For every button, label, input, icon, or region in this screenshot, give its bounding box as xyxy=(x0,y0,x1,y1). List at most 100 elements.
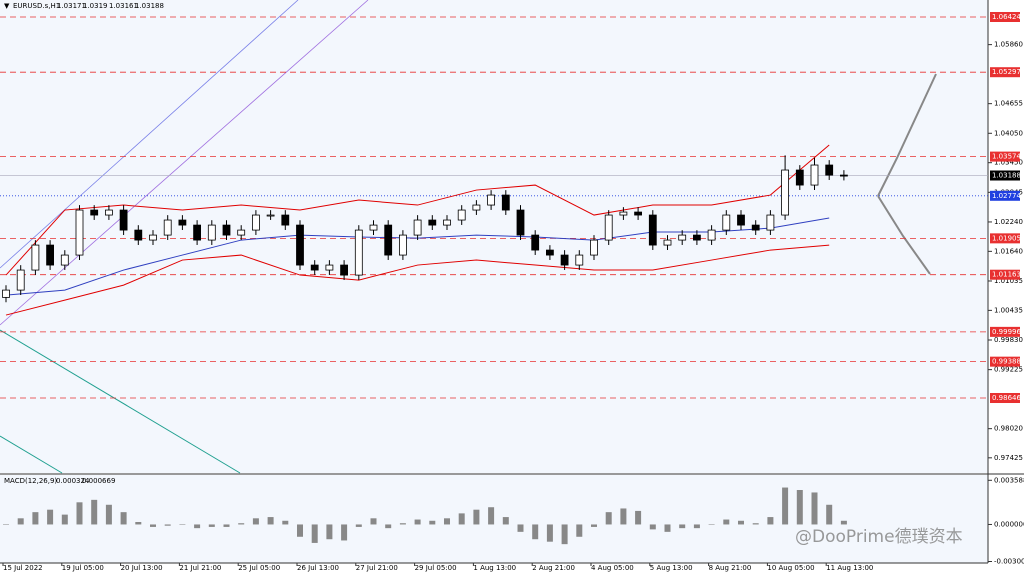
level-label: 1.05297 xyxy=(992,68,1021,76)
candle-body xyxy=(501,194,510,211)
pivot-label-box xyxy=(990,190,1020,201)
candle-body xyxy=(369,224,378,231)
candle-body xyxy=(163,219,172,236)
macd-bar xyxy=(179,524,186,525)
candle-body xyxy=(810,164,819,186)
macd-bar xyxy=(135,522,142,525)
macd-bar xyxy=(811,492,818,525)
macd-bar xyxy=(3,524,9,525)
x-tick-label: 20 Jul 13:00 xyxy=(121,564,163,572)
candle-body xyxy=(251,214,260,231)
macd-label: MACD(12,26,9) xyxy=(4,477,57,485)
macd-bar xyxy=(591,524,597,527)
main-panel xyxy=(0,0,988,473)
x-tick-label: 19 Jul 05:00 xyxy=(62,564,104,572)
y-tick-label: 0.97425 xyxy=(994,454,1023,462)
y-tick-label: 1.05860 xyxy=(994,41,1023,49)
x-tick-label: 15 Jul 2022 xyxy=(3,564,43,572)
x-tick-label: 27 Jul 21:00 xyxy=(356,564,398,572)
x-tick-label: 29 Jul 05:00 xyxy=(415,564,457,572)
candle-body xyxy=(207,224,216,241)
macd-bar xyxy=(635,510,642,525)
candle-body xyxy=(105,209,113,216)
macd-bar xyxy=(649,524,656,530)
candle-body xyxy=(149,234,157,241)
y-tick-label: 1.01640 xyxy=(994,247,1023,255)
trend-line xyxy=(0,329,241,474)
macd-bar xyxy=(252,518,259,525)
level-label-box xyxy=(990,11,1020,22)
macd-bar xyxy=(840,520,847,525)
candle-body xyxy=(766,214,775,231)
candle-body xyxy=(178,219,187,226)
level-label: 0.99996 xyxy=(992,328,1021,336)
candle-body xyxy=(722,214,731,231)
candle-body xyxy=(693,234,701,241)
macd-bar xyxy=(355,524,362,527)
candle-body xyxy=(781,169,789,216)
candle-body xyxy=(384,224,393,256)
candle-body xyxy=(119,209,128,231)
macd-signal: 0.000669 xyxy=(82,477,115,485)
candle-body xyxy=(325,264,334,271)
macd-bar xyxy=(723,519,730,525)
candle-body xyxy=(560,254,569,266)
y-tick-label: 0.99225 xyxy=(994,366,1023,374)
x-tick-label: 10 Aug 05:00 xyxy=(767,564,814,572)
macd-bar xyxy=(826,504,833,525)
candle-body xyxy=(134,229,143,241)
candle-body xyxy=(472,204,481,211)
macd-bar xyxy=(194,524,201,529)
macd-bar xyxy=(414,519,421,525)
pivot-label: 1.02774 xyxy=(992,192,1021,200)
candle-body xyxy=(193,224,202,241)
candle-body xyxy=(619,211,628,216)
macd-bar xyxy=(91,499,98,525)
candle-body xyxy=(60,254,69,266)
level-label-box xyxy=(990,233,1020,244)
y-tick-label: -0.003009 xyxy=(994,557,1024,565)
macd-bar xyxy=(532,524,539,540)
symbol: EURUSD.s,H1 xyxy=(13,2,60,10)
level-label: 0.99388 xyxy=(992,358,1021,366)
candle-body xyxy=(222,224,231,236)
y-tick-label: 0.99830 xyxy=(994,336,1023,344)
candle-body xyxy=(398,234,407,256)
candle-body xyxy=(575,254,584,266)
y-tick-label: 1.00435 xyxy=(994,306,1023,314)
macd-bar xyxy=(282,520,289,525)
projection-arrow xyxy=(877,73,937,197)
candle-body xyxy=(428,219,437,226)
macd-bar xyxy=(326,524,333,540)
macd-bar xyxy=(311,524,318,543)
macd-bar xyxy=(620,508,627,525)
candle-body xyxy=(604,214,613,241)
macd-bar xyxy=(502,517,509,525)
candle-body xyxy=(516,209,525,236)
macd-bar xyxy=(238,523,245,525)
level-label: 0.98646 xyxy=(992,394,1021,402)
candle-body xyxy=(266,214,275,217)
macd-bar xyxy=(679,524,686,529)
candle-body xyxy=(663,239,672,246)
candle-body xyxy=(795,169,804,186)
level-label-box xyxy=(990,356,1020,367)
x-tick-label: 11 Aug 13:00 xyxy=(826,564,873,572)
macd-bar xyxy=(47,509,54,525)
indicator-line xyxy=(5,144,830,276)
macd-bar xyxy=(561,524,568,545)
y-tick-label: 0.000000 xyxy=(994,520,1024,528)
macd-bar xyxy=(517,524,524,532)
candle-body xyxy=(2,289,10,298)
y-tick-label: 1.04050 xyxy=(994,129,1023,137)
level-label-box xyxy=(990,67,1020,78)
close-price: 1.03188 xyxy=(135,2,164,10)
candle-body xyxy=(531,234,540,251)
macd-bar xyxy=(399,523,406,525)
candle-body xyxy=(590,239,598,256)
candle-body xyxy=(281,214,290,226)
macd-bar xyxy=(444,518,450,525)
macd-bar xyxy=(429,520,436,525)
macd-bar xyxy=(664,524,671,532)
